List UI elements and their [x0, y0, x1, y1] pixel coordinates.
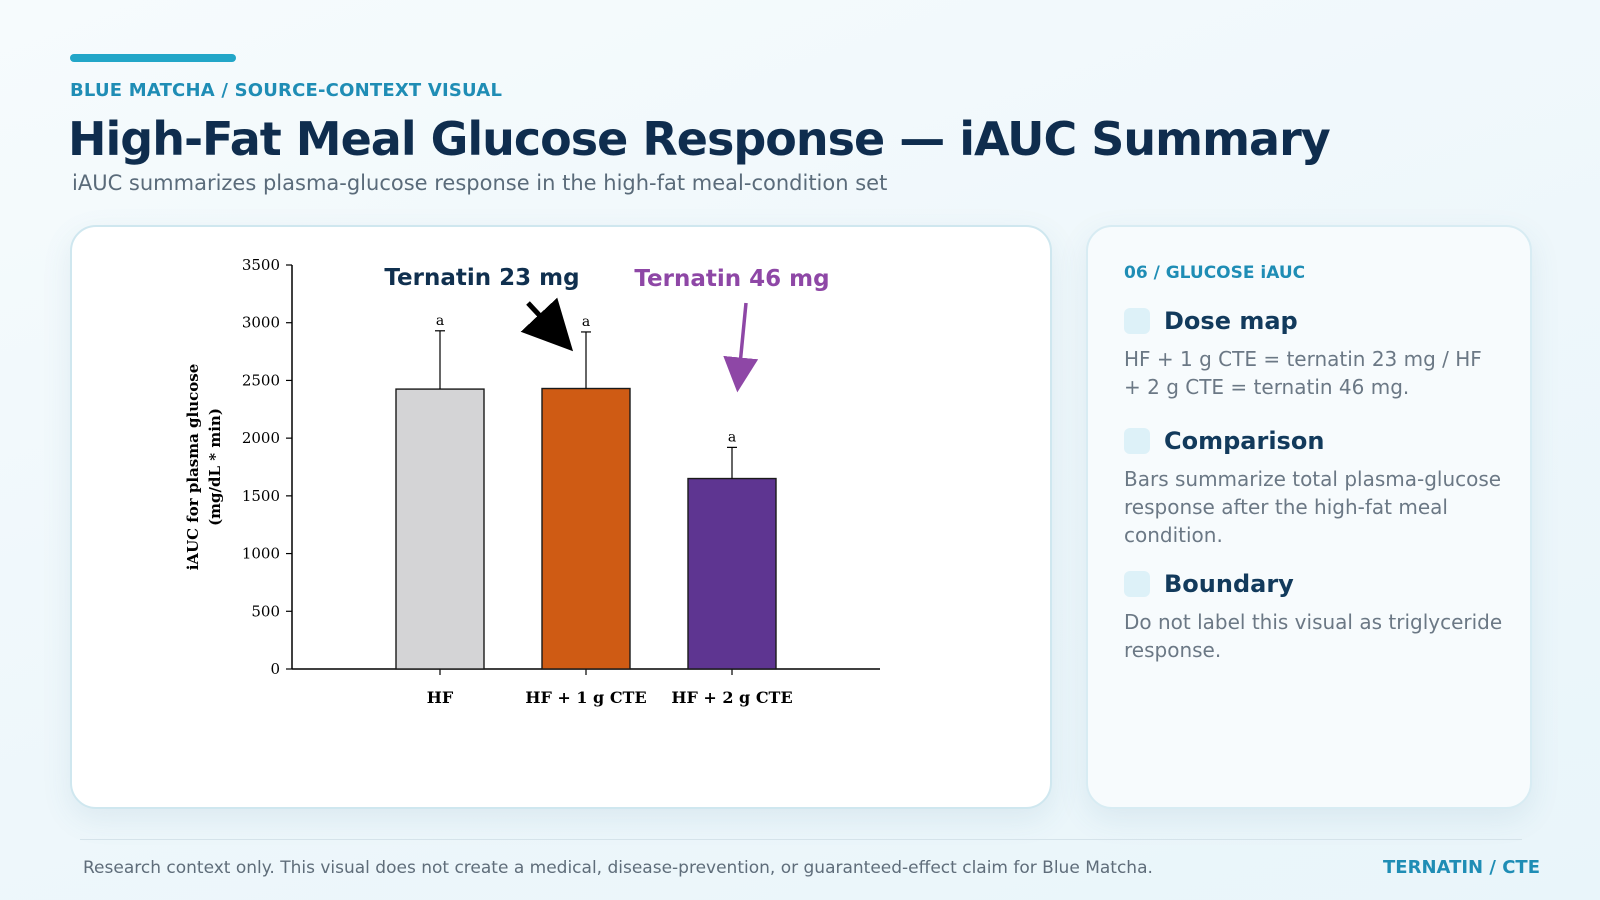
panel-kicker: 06 / GLUCOSE iAUC: [1124, 263, 1306, 283]
chart-axes: 0 500 1000 1500 2000 2500 3000 3500 iAUC for pla…: [184, 256, 880, 707]
item-title: Comparison: [1164, 427, 1325, 455]
y-axis-unit: (mg/dL * min): [206, 408, 224, 526]
item-text: HF + 1 g CTE = ternatin 23 mg / HF + 2 g…: [1124, 347, 1482, 399]
y-tick-label: 0: [270, 660, 280, 678]
y-axis-title: iAUC for plasma glucose: [184, 364, 202, 571]
checkbox-icon: [1124, 308, 1150, 334]
item-title: Boundary: [1164, 570, 1294, 598]
y-tick-label: 2500: [242, 371, 280, 389]
footer-divider: [80, 839, 1522, 840]
accent-bar: [70, 54, 236, 62]
footer-tag: TERNATIN / CTE: [1383, 857, 1540, 878]
boundary-item: Boundary Do not label this visual as tri…: [1124, 570, 1504, 664]
annotation-ternatin-46mg: Ternatin 46 mg: [634, 266, 829, 292]
info-panel: 06 / GLUCOSE iAUC Dose map HF + 1 g CTE …: [1086, 225, 1532, 809]
iauc-bar-chart: 0 500 1000 1500 2000 2500 3000 3500 iAUC for pla…: [184, 256, 880, 707]
annotation-arrow-23mg: [520, 297, 574, 352]
y-tick-label: 3000: [242, 314, 280, 332]
y-tick-label: 1500: [242, 487, 280, 505]
y-tick-label: 3500: [242, 256, 280, 274]
bar-1: [395, 388, 485, 670]
comparison-item: Comparison Bars summarize total plasma-g…: [1124, 427, 1504, 549]
x-tick-label: HF: [427, 688, 454, 707]
y-tick-label: 1000: [242, 545, 280, 563]
y-tick-label: 500: [251, 602, 280, 620]
significance-label: a: [436, 313, 444, 329]
chart-annotations: Ternatin 23 mg Ternatin 46 mg: [384, 265, 830, 393]
page-title: High-Fat Meal Glucose Response — iAUC Su…: [68, 112, 1331, 166]
item-title: Dose map: [1164, 307, 1298, 335]
x-tick-label: HF + 2 g CTE: [671, 688, 792, 707]
x-tick-label: HF + 1 g CTE: [525, 688, 646, 707]
section-kicker: BLUE MATCHA / SOURCE-CONTEXT VISUAL: [70, 80, 503, 101]
footer-disclaimer: Research context only. This visual does …: [83, 858, 1153, 878]
checkbox-icon: [1124, 571, 1150, 597]
dose-map-item: Dose map HF + 1 g CTE = ternatin 23 mg /…: [1124, 307, 1504, 401]
annotation-ternatin-23mg: Ternatin 23 mg: [384, 265, 579, 291]
chart-bars: a a a: [395, 313, 777, 670]
significance-label: a: [728, 429, 736, 445]
item-text: Bars summarize total plasma-glucose resp…: [1124, 467, 1502, 547]
page-subtitle: iAUC summarizes plasma-glucose response …: [72, 171, 888, 195]
significance-label: a: [582, 314, 590, 330]
y-tick-label: 2000: [242, 429, 280, 447]
checkbox-icon: [1124, 428, 1150, 454]
annotation-arrow-46mg: [723, 302, 759, 393]
chart-card: 0 500 1000 1500 2000 2500 3000 3500 iAUC for pla…: [70, 225, 1052, 809]
item-text: Do not label this visual as triglyceride…: [1124, 610, 1503, 662]
bar-2: [541, 387, 631, 670]
bar-3: [687, 477, 777, 670]
